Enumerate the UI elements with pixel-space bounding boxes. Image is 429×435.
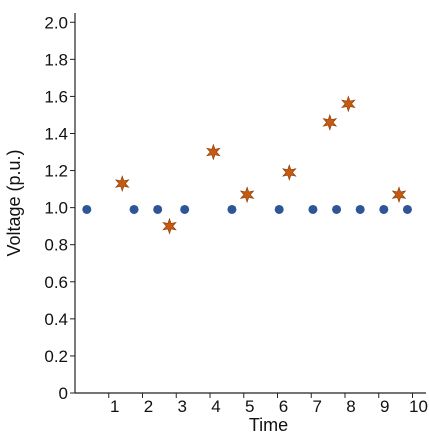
y-tick-label: 0 <box>59 384 68 403</box>
star-point <box>114 175 130 192</box>
y-tick-label: 0.8 <box>44 236 68 255</box>
x-tick-label: 9 <box>380 397 389 416</box>
x-tick-label: 2 <box>144 397 153 416</box>
star-point <box>162 217 177 235</box>
y-tick-label: 2.0 <box>44 13 68 32</box>
data-points <box>82 95 412 235</box>
tick-labels: 0 0.2 0.4 0.6 0.8 1.0 1.2 1.4 1.6 1.8 2.0 1 2 3 4 5 6 7 8 9… <box>44 13 428 416</box>
circle-point <box>355 204 365 214</box>
y-axis-title: Voltage (p.u.) <box>4 149 24 256</box>
y-tick-label: 1.2 <box>44 162 68 181</box>
y-tick-label: 0.4 <box>44 310 68 329</box>
x-tick-label: 1 <box>110 397 119 416</box>
circle-point <box>274 204 284 214</box>
x-tick-label: 4 <box>211 397 220 416</box>
x-tick-label: 8 <box>346 397 355 416</box>
star-point <box>391 186 407 204</box>
circle-point <box>379 204 389 214</box>
x-axis-title: Time <box>249 415 288 435</box>
tick-marks <box>70 21 413 398</box>
star-point <box>322 113 338 131</box>
star-point <box>206 143 221 161</box>
star-point <box>341 95 356 113</box>
x-tick-label: 6 <box>279 397 288 416</box>
circle-point <box>180 204 190 214</box>
circle-point <box>332 204 342 214</box>
y-tick-label: 1.6 <box>44 87 68 106</box>
y-tick-label: 0.6 <box>44 273 68 292</box>
x-tick-label: 10 <box>409 397 428 416</box>
y-tick-label: 0.2 <box>44 347 68 366</box>
y-tick-label: 1.4 <box>44 124 68 143</box>
circle-point <box>153 204 163 214</box>
y-tick-label: 1.0 <box>44 199 68 218</box>
circle-point <box>129 204 139 214</box>
y-tick-label: 1.8 <box>44 50 68 69</box>
x-tick-label: 5 <box>245 397 254 416</box>
axes <box>74 13 426 394</box>
circle-point <box>227 204 237 214</box>
star-point <box>282 163 297 181</box>
x-tick-label: 7 <box>313 397 322 416</box>
star-point <box>239 186 255 204</box>
circle-point <box>308 204 318 214</box>
circle-point <box>82 204 92 214</box>
circle-point <box>402 204 412 214</box>
x-tick-label: 3 <box>178 397 187 416</box>
